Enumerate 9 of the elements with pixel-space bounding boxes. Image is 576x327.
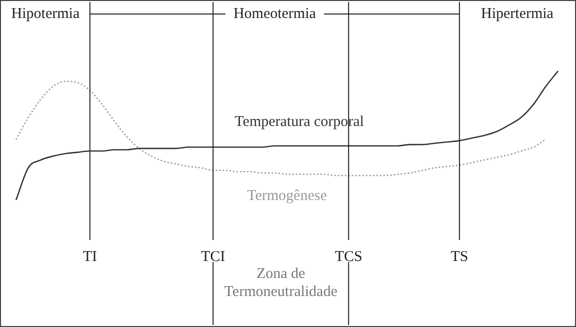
x-tick-label: TI bbox=[82, 248, 97, 265]
text: Hipotermia bbox=[11, 6, 80, 22]
x-tick-label: TS bbox=[450, 248, 468, 265]
x-tick-label: TCI bbox=[201, 248, 226, 265]
text: Homeotermia bbox=[233, 6, 316, 22]
x-tick-label: TCS bbox=[334, 248, 362, 265]
series-label: Termogênese bbox=[247, 188, 328, 204]
text: Hipertermia bbox=[480, 6, 554, 22]
text: Zona de Termoneutralidade bbox=[224, 266, 338, 300]
